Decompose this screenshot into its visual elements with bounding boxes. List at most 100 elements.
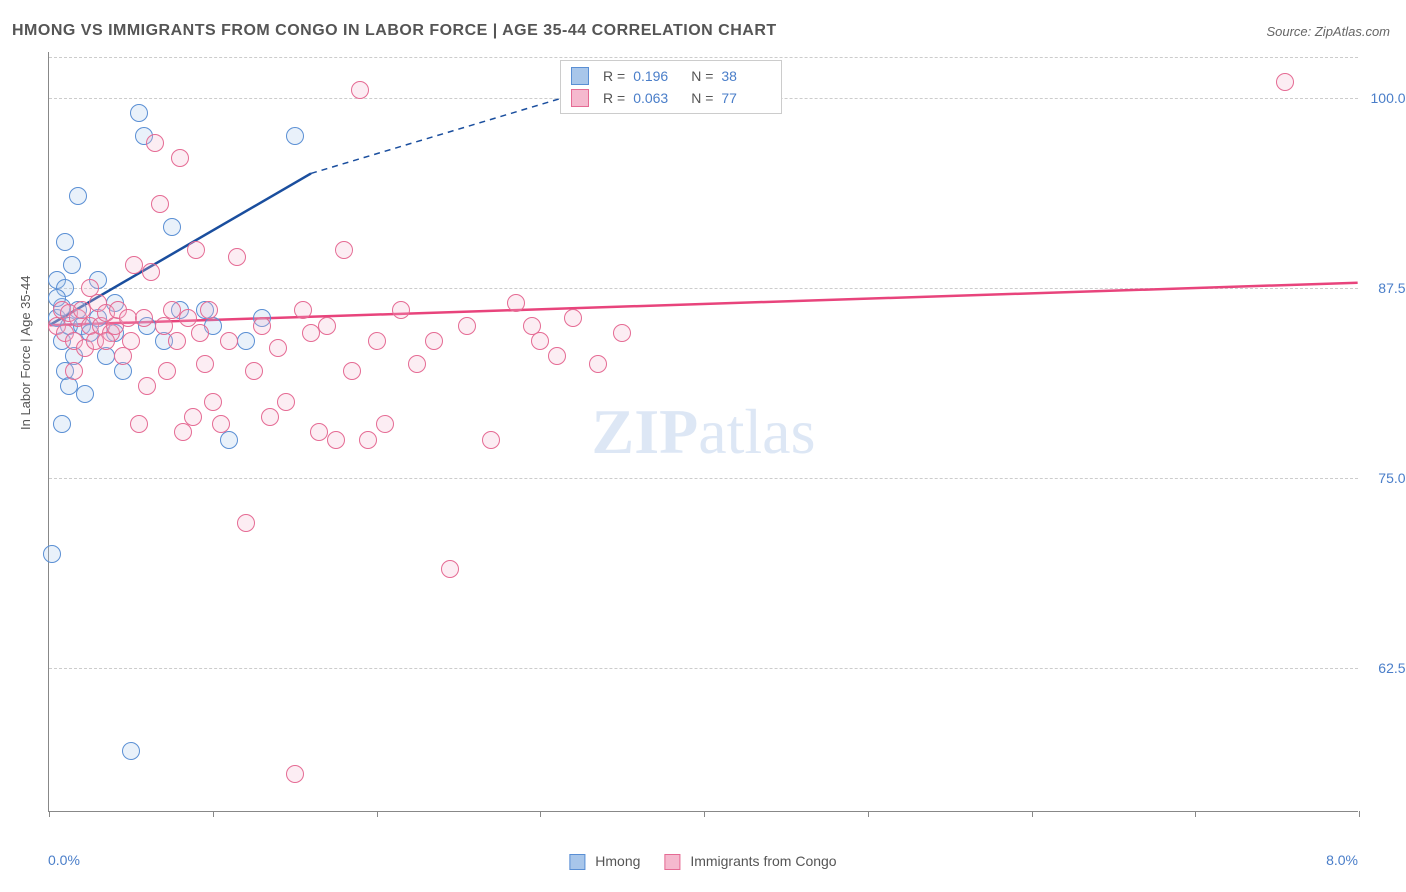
scatter-point [81, 279, 99, 297]
legend-swatch-hmong [569, 854, 585, 870]
scatter-point [294, 301, 312, 319]
scatter-point [43, 545, 61, 563]
x-tick [868, 811, 869, 817]
scatter-point [408, 355, 426, 373]
legend-swatch-congo [664, 854, 680, 870]
scatter-point [237, 332, 255, 350]
scatter-point [53, 415, 71, 433]
r-label: R = [603, 90, 625, 106]
legend-swatch-hmong [571, 67, 589, 85]
gridline-h [49, 668, 1358, 669]
scatter-point [97, 332, 115, 350]
legend-bottom: Hmong Immigrants from Congo [569, 853, 836, 870]
scatter-point [1276, 73, 1294, 91]
legend-label: Hmong [595, 853, 640, 869]
scatter-point [174, 423, 192, 441]
scatter-point [69, 187, 87, 205]
scatter-point [376, 415, 394, 433]
scatter-point [310, 423, 328, 441]
stats-row: R = 0.196 N = 38 [571, 65, 771, 87]
scatter-point [507, 294, 525, 312]
scatter-point [327, 431, 345, 449]
y-tick-label: 62.5% [1378, 660, 1406, 676]
n-value: 38 [721, 68, 771, 84]
r-value: 0.196 [633, 68, 683, 84]
scatter-point [425, 332, 443, 350]
scatter-point [138, 377, 156, 395]
scatter-point [171, 149, 189, 167]
source-attribution: Source: ZipAtlas.com [1266, 24, 1390, 39]
scatter-point [531, 332, 549, 350]
scatter-point [613, 324, 631, 342]
scatter-point [56, 233, 74, 251]
scatter-point [335, 241, 353, 259]
scatter-point [191, 324, 209, 342]
chart-title: HMONG VS IMMIGRANTS FROM CONGO IN LABOR … [12, 22, 777, 40]
r-label: R = [603, 68, 625, 84]
scatter-point [119, 309, 137, 327]
scatter-point [523, 317, 541, 335]
y-tick-label: 100.0% [1371, 90, 1406, 106]
scatter-point [76, 385, 94, 403]
scatter-point [200, 301, 218, 319]
trend-line-dashed [311, 90, 589, 173]
scatter-point [212, 415, 230, 433]
scatter-point [343, 362, 361, 380]
scatter-point [122, 332, 140, 350]
scatter-point [286, 127, 304, 145]
scatter-point [351, 81, 369, 99]
stats-row: R = 0.063 N = 77 [571, 87, 771, 109]
scatter-point [548, 347, 566, 365]
watermark-light: atlas [698, 396, 815, 467]
scatter-point [277, 393, 295, 411]
scatter-point [146, 134, 164, 152]
scatter-point [261, 408, 279, 426]
x-tick [49, 811, 50, 817]
scatter-point [168, 332, 186, 350]
scatter-point [204, 393, 222, 411]
stats-legend-box: R = 0.196 N = 38 R = 0.063 N = 77 [560, 60, 782, 114]
x-tick [377, 811, 378, 817]
y-axis-label: In Labor Force | Age 35-44 [18, 276, 33, 430]
scatter-point [130, 104, 148, 122]
x-tick [704, 811, 705, 817]
gridline-h [49, 288, 1358, 289]
r-value: 0.063 [633, 90, 683, 106]
scatter-point [302, 324, 320, 342]
scatter-point [63, 256, 81, 274]
scatter-point [158, 362, 176, 380]
x-axis-min-label: 0.0% [48, 852, 80, 868]
gridline-h [49, 57, 1358, 58]
scatter-point [245, 362, 263, 380]
x-tick [1032, 811, 1033, 817]
trend-lines-svg [49, 52, 1358, 811]
scatter-point [135, 309, 153, 327]
scatter-point [142, 263, 160, 281]
scatter-point [151, 195, 169, 213]
x-tick [1359, 811, 1360, 817]
x-tick [540, 811, 541, 817]
scatter-point [482, 431, 500, 449]
scatter-point [184, 408, 202, 426]
n-value: 77 [721, 90, 771, 106]
y-tick-label: 75.0% [1378, 470, 1406, 486]
scatter-point [187, 241, 205, 259]
scatter-point [125, 256, 143, 274]
watermark: ZIPatlas [592, 395, 816, 469]
legend-item: Hmong [569, 853, 640, 870]
legend-label: Immigrants from Congo [690, 853, 836, 869]
n-label: N = [691, 90, 713, 106]
scatter-point [368, 332, 386, 350]
scatter-point [359, 431, 377, 449]
scatter-point [130, 415, 148, 433]
trend-line [49, 283, 1357, 326]
x-tick [1195, 811, 1196, 817]
legend-swatch-congo [571, 89, 589, 107]
scatter-point [228, 248, 246, 266]
scatter-point [253, 317, 271, 335]
scatter-point [441, 560, 459, 578]
scatter-point [122, 742, 140, 760]
x-tick [213, 811, 214, 817]
watermark-bold: ZIP [592, 396, 699, 467]
scatter-point [286, 765, 304, 783]
